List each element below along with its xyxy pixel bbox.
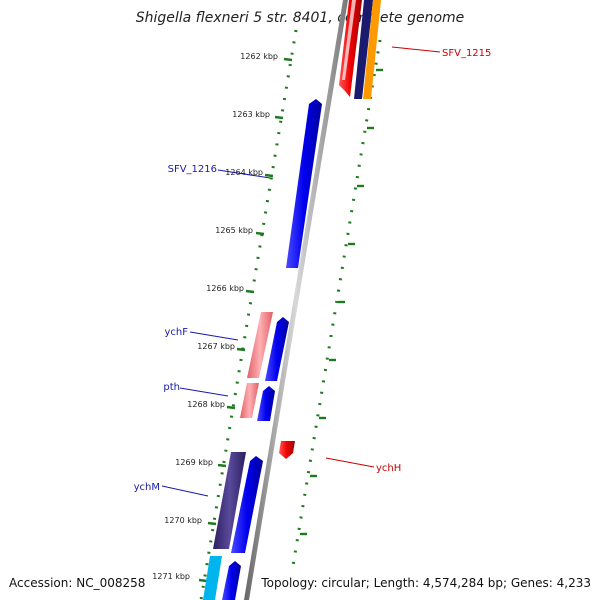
gene-arrow-bottom-blue[interactable] <box>222 561 241 600</box>
tick-labels: 1262 kbp 1263 kbp 1264 kbp 1265 kbp 1266… <box>152 52 278 581</box>
gene-arrow-navy[interactable] <box>354 0 373 99</box>
gene-label-ychf[interactable]: ychF <box>164 327 188 338</box>
major-ticks <box>198 57 293 583</box>
gene-arrow-ychf-blue[interactable] <box>265 317 289 381</box>
outer-ticks <box>300 68 383 536</box>
map-title: Shigella flexneri 5 str. 8401, complete … <box>136 10 465 26</box>
tick-label: 1264 kbp <box>225 168 263 177</box>
tick-label: 1269 kbp <box>175 458 213 467</box>
tick-label: 1271 kbp <box>152 572 190 581</box>
gene-arrow-pth-blue[interactable] <box>257 386 275 421</box>
tick-label: 1268 kbp <box>187 400 225 409</box>
tick-label: 1265 kbp <box>215 226 253 235</box>
gene-arrow-ychh[interactable] <box>279 441 295 459</box>
topology-text: Topology: circular; Length: 4,574,284 bp… <box>260 576 591 590</box>
gene-arrow-ychm-navy[interactable] <box>213 452 246 549</box>
genome-backbone <box>244 0 348 600</box>
gene-arrow-white-highlight <box>342 0 356 80</box>
gene-arrow-ychm-blue[interactable] <box>231 456 263 553</box>
gene-arrow-sfv1216[interactable] <box>286 99 322 268</box>
gene-arrow-cyan[interactable] <box>203 556 222 600</box>
accession-text: Accession: NC_008258 <box>9 576 145 590</box>
gene-label-ychh[interactable]: ychH <box>376 463 401 474</box>
feature-sfv1215-group[interactable] <box>339 0 381 99</box>
gene-arrow-ychf-pink[interactable] <box>247 312 273 378</box>
gene-arrow-pth-pink[interactable] <box>240 383 259 418</box>
tick-label: 1270 kbp <box>164 516 202 525</box>
outer-dotted-scale <box>290 39 382 573</box>
tick-label: 1266 kbp <box>206 284 244 293</box>
gene-label-pth[interactable]: pth <box>163 382 180 393</box>
tick-label: 1262 kbp <box>240 52 278 61</box>
inner-dotted-scale <box>199 29 298 600</box>
gene-label-sfv1216[interactable]: SFV_1216 <box>168 164 217 175</box>
tick-label: 1263 kbp <box>232 110 270 119</box>
tick-label: 1267 kbp <box>197 342 235 351</box>
gene-label-sfv1215[interactable]: SFV_1215 <box>442 48 491 59</box>
gene-label-ychm[interactable]: ychM <box>134 482 160 493</box>
leader-lines <box>161 46 441 497</box>
gene-arrow-orange[interactable] <box>363 0 381 99</box>
